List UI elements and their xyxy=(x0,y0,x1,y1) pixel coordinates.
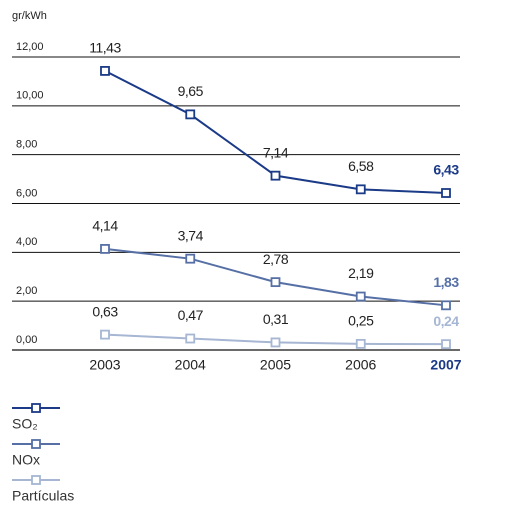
x-tick-label: 2006 xyxy=(345,357,376,373)
value-label: 1,83 xyxy=(433,274,459,290)
legend-marker xyxy=(31,403,41,413)
point-marker xyxy=(355,338,366,349)
y-tick-label: 4,00 xyxy=(16,236,37,248)
point-marker xyxy=(185,333,196,344)
value-label: 4,14 xyxy=(92,218,118,234)
point-marker xyxy=(441,339,451,350)
y-tick-label: 12,00 xyxy=(16,41,44,53)
point-marker xyxy=(100,329,110,340)
x-tick-label: 2003 xyxy=(89,357,120,373)
point-marker xyxy=(270,277,281,288)
y-tick-label: 8,00 xyxy=(16,139,37,151)
value-label: 3,74 xyxy=(178,227,204,243)
y-tick-label: 2,00 xyxy=(16,285,37,297)
point-marker xyxy=(185,253,196,264)
value-label: 0,31 xyxy=(263,311,289,327)
value-label: 6,58 xyxy=(348,158,374,174)
point-marker xyxy=(270,337,281,348)
point-marker xyxy=(441,300,451,311)
y-tick-label: 10,00 xyxy=(16,90,44,102)
legend-label: SO₂ xyxy=(12,416,38,432)
value-label: 0,47 xyxy=(178,307,204,323)
legend-label: NOx xyxy=(12,452,40,468)
legend-marker xyxy=(31,439,41,449)
value-label: 2,19 xyxy=(348,265,374,281)
value-label: 0,24 xyxy=(433,313,459,329)
point-marker xyxy=(270,170,281,181)
legend-label: Partículas xyxy=(12,488,74,504)
y-axis-label: gr/kWh xyxy=(12,10,47,22)
value-label: 2,78 xyxy=(263,251,289,267)
point-marker xyxy=(355,184,366,195)
y-tick-label: 6,00 xyxy=(16,187,37,199)
x-tick-label: 2004 xyxy=(175,357,206,373)
value-label: 9,65 xyxy=(178,83,204,99)
x-tick-label: 2007 xyxy=(430,357,461,373)
value-label: 6,43 xyxy=(433,162,459,178)
value-label: 11,43 xyxy=(89,40,121,56)
point-marker xyxy=(441,188,451,198)
x-tick-label: 2005 xyxy=(260,357,291,373)
value-label: 7,14 xyxy=(263,144,289,160)
y-tick-label: 0,00 xyxy=(16,334,37,346)
value-label: 0,25 xyxy=(348,313,374,329)
legend-marker xyxy=(31,475,41,485)
point-marker xyxy=(100,244,110,254)
point-marker xyxy=(185,109,196,120)
value-label: 0,63 xyxy=(92,303,118,319)
point-marker xyxy=(355,291,366,302)
point-marker xyxy=(100,66,110,76)
